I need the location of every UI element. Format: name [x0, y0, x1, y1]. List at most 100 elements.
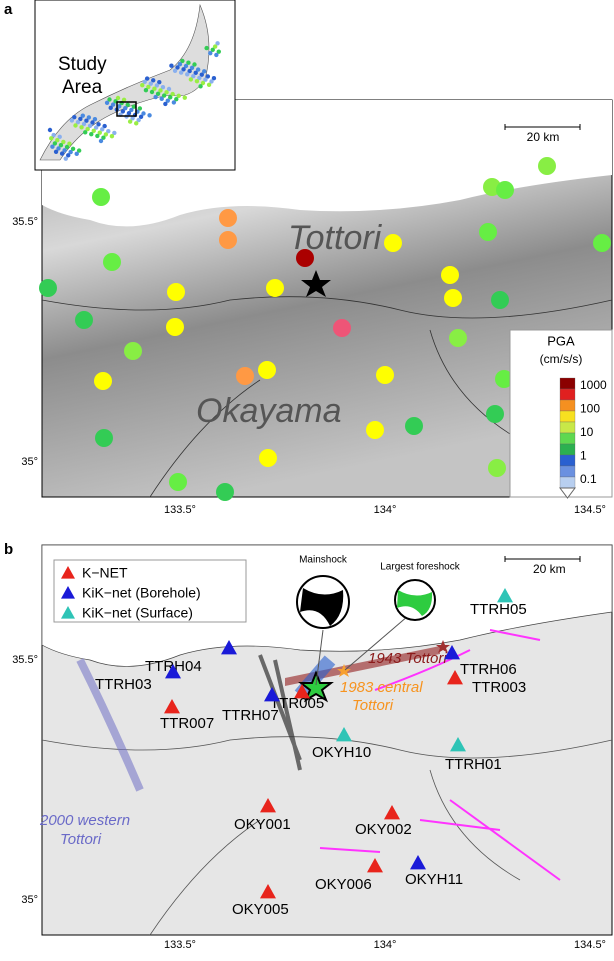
inset-station — [57, 134, 62, 140]
legend-label: K−NET — [82, 565, 128, 581]
pga-station — [258, 361, 276, 379]
pga-station — [103, 253, 121, 271]
inset-station — [136, 117, 141, 123]
inset-station — [51, 132, 56, 138]
inset-station — [92, 117, 98, 122]
pga-station — [95, 429, 113, 447]
x-tick-label: 133.5° — [164, 939, 196, 951]
inset-station — [158, 88, 163, 93]
inset-station — [98, 138, 104, 144]
x-tick-label: 133.5° — [164, 504, 196, 516]
inset-station — [83, 130, 88, 135]
legend-label: KiK−net (Borehole) — [82, 585, 201, 601]
inset-station — [187, 68, 192, 74]
inset-station — [86, 115, 92, 120]
legend-label: KiK−net (Surface) — [82, 605, 193, 621]
inset-station — [96, 122, 101, 127]
inset-station — [129, 107, 134, 113]
inset-station — [171, 100, 177, 105]
station-label: OKY001 — [234, 816, 291, 833]
inset-station — [108, 105, 113, 111]
colorbar-segment — [559, 443, 576, 456]
mechanism-label: Mainshock — [299, 555, 348, 566]
pga-station — [449, 329, 467, 347]
inset-station — [214, 52, 219, 58]
pga-station — [92, 188, 110, 206]
inset-station — [81, 121, 87, 127]
inset-station — [85, 126, 90, 132]
inset-station — [161, 93, 167, 98]
legend-box — [53, 559, 247, 623]
inset-station — [49, 136, 54, 141]
inset-station — [194, 79, 200, 84]
inset-station — [155, 91, 161, 96]
inset-station — [192, 62, 197, 67]
station-label: OKY006 — [315, 876, 372, 893]
inset-station — [148, 81, 153, 86]
inset-station — [61, 139, 66, 145]
station-marker — [165, 664, 181, 679]
y-tick-label: 35.5° — [12, 654, 38, 666]
inset-station — [205, 74, 211, 79]
epicenter — [301, 270, 331, 297]
inset-station — [78, 116, 83, 122]
inset-station — [169, 63, 174, 68]
station-label: TTRH05 — [470, 601, 527, 618]
mainshock-star — [298, 670, 334, 703]
pga-station — [495, 370, 513, 388]
colorbar-segment — [559, 476, 576, 489]
inset-station — [178, 70, 184, 75]
star-1983 — [337, 664, 351, 677]
inset-station — [134, 121, 139, 126]
station-marker — [221, 640, 237, 655]
pga-station — [488, 459, 506, 477]
inset-station — [76, 148, 82, 153]
station-label: OKYH10 — [312, 744, 371, 761]
inset-station — [74, 151, 79, 157]
colorbar-title: PGA — [547, 333, 575, 348]
inset-station — [174, 96, 179, 102]
station-marker — [384, 805, 400, 820]
pga-station — [405, 417, 423, 435]
pga-station — [169, 473, 187, 491]
pga-stations — [39, 157, 611, 501]
legend-marker — [61, 606, 75, 619]
pga-station — [75, 311, 93, 329]
pga-station — [479, 223, 497, 241]
inset-station — [183, 63, 189, 69]
station-marker — [336, 727, 352, 742]
inset-station — [216, 49, 221, 54]
inset-station — [115, 95, 121, 101]
pga-station — [491, 291, 509, 309]
colorbar-segment — [559, 432, 576, 445]
mechanism-label: Largest foreshock — [380, 562, 460, 573]
inset-station — [160, 85, 166, 90]
inset-station — [206, 82, 212, 87]
inset-station — [70, 146, 76, 151]
inset-station — [193, 70, 198, 76]
inset-station — [146, 84, 151, 90]
inset-station — [52, 141, 58, 146]
inset-station — [75, 120, 81, 125]
inset-station — [56, 146, 61, 151]
inset-label: Study — [58, 54, 107, 75]
inset-station — [90, 120, 95, 125]
pga-station — [538, 157, 556, 175]
leader — [344, 609, 416, 671]
station-label: OKYH11 — [405, 871, 463, 888]
legend-marker — [61, 586, 75, 599]
scale-box — [500, 118, 608, 154]
station-label: TTR003 — [472, 679, 526, 696]
beachball-fill — [300, 588, 344, 626]
station-marker — [367, 858, 383, 873]
inset-station — [208, 50, 213, 56]
inset-station — [69, 118, 75, 123]
inset-station — [55, 137, 60, 143]
inset-station — [130, 116, 135, 121]
pga-station — [486, 405, 504, 423]
colorbar-end — [559, 487, 576, 499]
inset-label: Area — [62, 77, 103, 98]
pga-station — [296, 249, 314, 267]
